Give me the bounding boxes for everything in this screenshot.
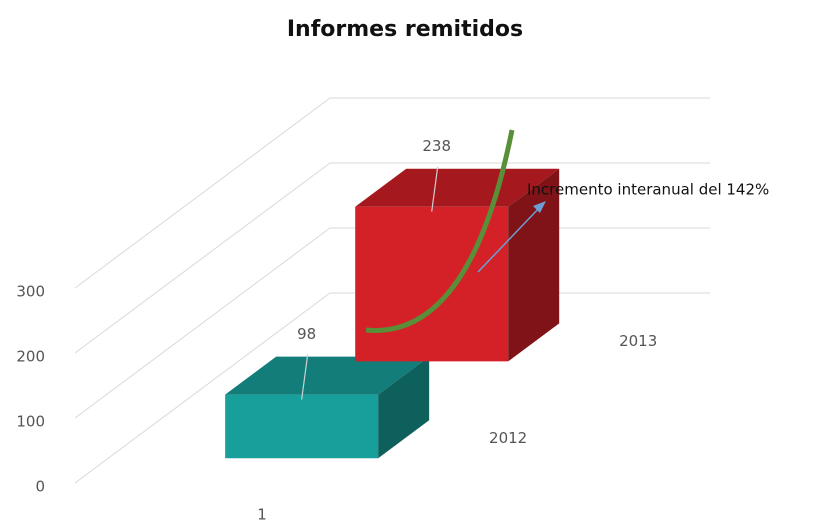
value-leader	[301, 354, 309, 400]
trend-curve	[365, 129, 515, 333]
grid	[74, 97, 710, 484]
x-tick-label: 1	[257, 506, 267, 524]
arrow-head	[533, 201, 546, 213]
annotation: Incremento interanual del 142%	[527, 181, 769, 199]
value-leader	[431, 166, 439, 212]
bar-top	[355, 168, 560, 207]
grid-line	[74, 97, 710, 289]
y-tick-label: 0	[35, 478, 45, 496]
grid-line	[74, 162, 710, 354]
y-tick-label: 300	[16, 283, 45, 301]
bars	[225, 168, 560, 459]
arrow	[477, 204, 543, 273]
bar-front	[225, 394, 379, 459]
y-tick-label: 100	[16, 413, 45, 431]
value-label: 98	[297, 325, 316, 343]
y-tick-label: 200	[16, 348, 45, 366]
value-label: 238	[422, 137, 451, 155]
bar-top	[225, 356, 430, 395]
grid-line	[74, 292, 710, 484]
bar-side	[378, 356, 430, 459]
bar-front	[355, 206, 509, 362]
series-label: 2013	[619, 332, 657, 350]
series-label: 2012	[489, 429, 527, 447]
chart-title: Informes remitidos	[287, 17, 523, 42]
grid-line	[74, 227, 710, 419]
bar-side	[508, 168, 560, 362]
